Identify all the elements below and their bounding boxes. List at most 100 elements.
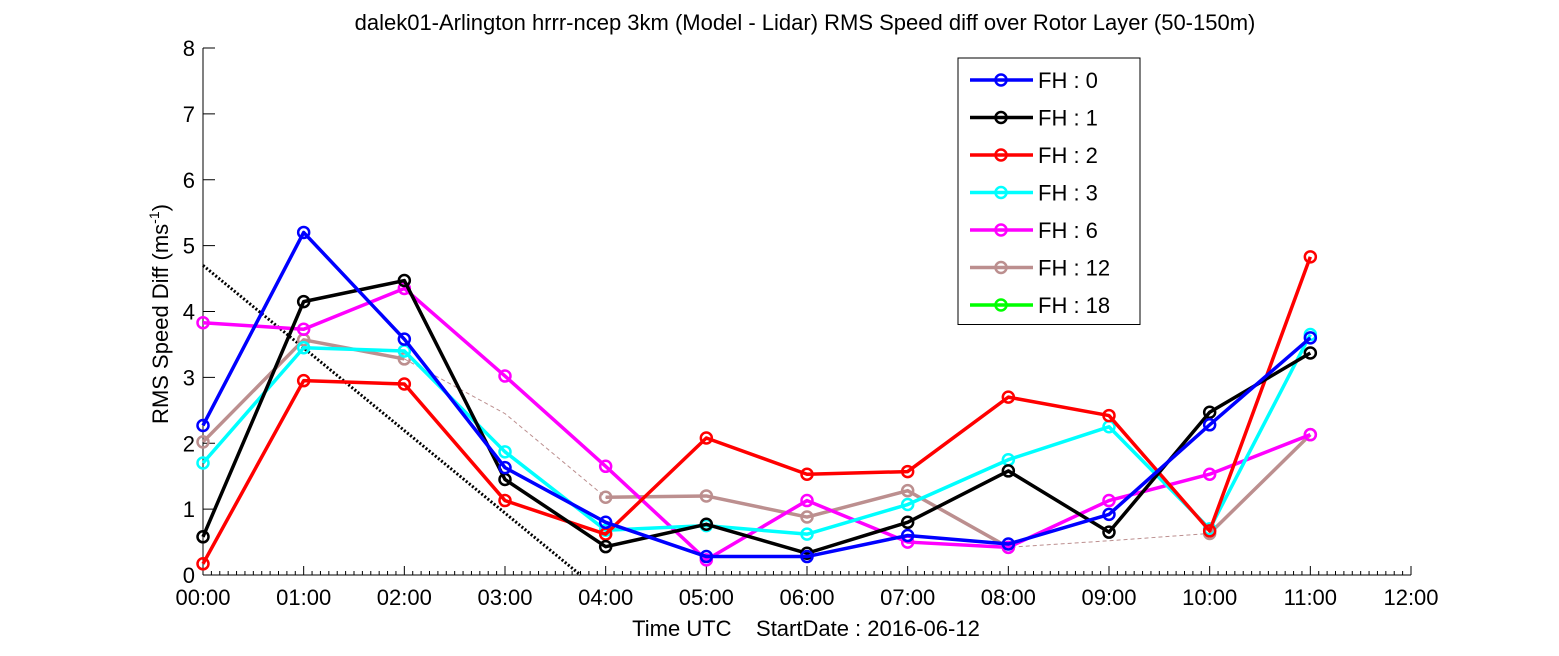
data-point [1001,537,1016,551]
data-point [800,493,814,508]
data-point [1303,346,1318,360]
data-point [900,483,915,498]
x-tick-label: 08:00 [981,585,1036,610]
legend-swatch-marker [994,223,1008,237]
y-axis-label: RMS Speed Diff (ms-1) [146,204,173,424]
x-axis-label: Time UTC StartDate : 2016-06-12 [632,616,980,641]
data-point [1303,427,1318,442]
legend-swatch-marker [994,298,1008,312]
data-point [699,431,714,445]
data-point [1202,405,1217,420]
data-point [196,435,210,449]
legend-swatch-marker [994,148,1008,162]
x-tick-label: 09:00 [1081,585,1136,610]
series-line [1208,433,1312,535]
chart-title: dalek01-Arlington hrrr-ncep 3km (Model -… [355,10,1256,35]
x-tick-label: 06:00 [779,585,834,610]
data-point [196,530,210,544]
data-point [498,369,512,383]
data-point [1202,418,1217,432]
data-point [1303,250,1318,264]
legend-entry-label: FH : 12 [1038,256,1110,281]
data-point [1102,507,1116,522]
data-point [196,456,210,470]
data-point [397,273,412,288]
data-point [498,493,512,508]
x-tick-label: 05:00 [679,585,734,610]
legend-swatch-marker [994,260,1008,275]
data-point [598,459,613,474]
x-tick-label: 10:00 [1182,585,1237,610]
legend-entry-label: FH : 1 [1038,106,1098,131]
data-point [397,377,412,391]
x-tick-label: 02:00 [377,585,432,610]
x-tick-label: 03:00 [477,585,532,610]
data-point [296,373,311,388]
data-point [900,464,915,479]
series-line [201,278,1312,556]
y-tick-label: 0 [183,563,195,588]
y-tick-label: 8 [183,36,195,61]
y-axis-label-close: ) [148,204,173,211]
data-point [1202,524,1217,538]
data-point [296,322,311,337]
series-line [605,488,1010,549]
y-tick-label: 7 [183,102,195,127]
data-point [498,460,512,475]
data-point [800,467,814,481]
data-point [1001,390,1016,404]
y-tick-label: 1 [183,497,195,522]
data-point [598,490,613,505]
y-tick-label: 5 [183,234,195,259]
data-point [800,549,814,564]
series-fh-2 [196,250,1318,571]
legend-entry-label: FH : 6 [1038,218,1098,243]
legend: FH : 0 FH : 1 FH : 2 FH : 3 FH : 6 FH : 12 FH … [957,57,1141,325]
data-point [800,527,814,541]
dotted-reference-line [202,264,582,577]
x-tick-label: 01:00 [276,585,331,610]
data-point [196,315,210,330]
data-point [1202,467,1217,481]
legend-entry-label: FH : 2 [1038,143,1098,168]
data-point [699,489,714,503]
legend-swatch-marker [994,110,1008,125]
y-tick-label: 3 [183,365,195,390]
legend-entry-label: FH : 0 [1038,68,1098,93]
data-point [1303,331,1318,345]
x-tick-label: 04:00 [578,585,633,610]
x-tick-label: 07:00 [880,585,935,610]
data-point [699,549,714,564]
x-tick-label: 12:00 [1383,585,1438,610]
data-point [296,340,311,355]
legend-entry-label: FH : 18 [1038,293,1110,318]
legend-swatch-marker [994,73,1008,87]
plot-area: 00:00 01:00 02:00 03:00 04:00 05:00 06:00 07:00… [175,36,1438,610]
series-line [201,338,405,444]
data-point [1102,408,1116,423]
data-point [900,497,915,512]
data-point [498,445,512,459]
data-point [1001,464,1016,478]
data-point [699,517,714,532]
series-line [201,256,1312,565]
legend-swatch-marker [994,185,1008,200]
y-axis-label-main: RMS Speed Diff (ms [148,224,173,424]
data-point [598,515,613,530]
y-tick-label: 6 [183,168,195,193]
legend-entry-label: FH : 3 [1038,181,1098,206]
x-tick-label: 00:00 [175,585,230,610]
data-point [296,294,311,309]
data-point [1102,493,1116,508]
data-point [800,510,814,524]
y-axis-label-superscript: -1 [146,211,162,224]
data-point [196,418,210,433]
series-fh-3 [196,327,1318,541]
data-point [900,515,915,530]
series-line [201,230,1312,559]
data-point [900,528,915,543]
data-point [397,332,412,346]
data-point [296,225,311,240]
data-point [598,539,613,554]
